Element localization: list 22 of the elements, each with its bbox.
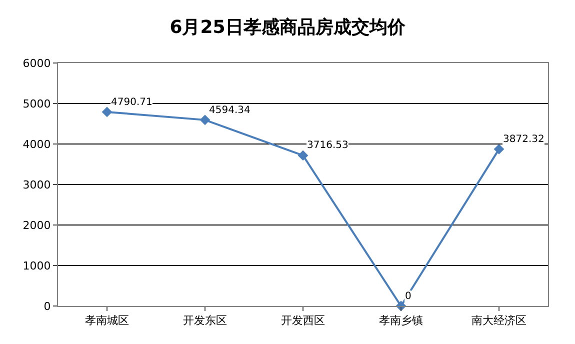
y-tick-label: 6000 xyxy=(22,56,51,70)
y-tick-label: 2000 xyxy=(22,218,51,232)
chart-title: 6月25日孝感商品房成交均价 xyxy=(170,17,406,38)
point xyxy=(200,114,210,126)
data-label: 3872.32 xyxy=(503,134,544,145)
x-tick-label: 开发西区 xyxy=(281,314,325,328)
y-tick-label: 4000 xyxy=(22,138,51,151)
point xyxy=(298,150,308,161)
y-tick-label: 0 xyxy=(44,300,51,313)
x-tick-label: 孝南乡镇 xyxy=(379,314,423,328)
data-label: 4594.34 xyxy=(209,105,250,116)
data-label: 3716.53 xyxy=(307,140,348,151)
x-tick-label: 孝南城区 xyxy=(85,314,129,328)
y-tick-label: 1000 xyxy=(22,259,51,272)
x-tick-label: 南大经济区 xyxy=(472,314,526,328)
data-label: 0 xyxy=(405,291,412,302)
point xyxy=(102,106,112,118)
data-label: 4790.71 xyxy=(111,97,152,108)
y-tick-label: 5000 xyxy=(22,97,51,110)
point xyxy=(494,144,504,154)
y-tick-label: 3000 xyxy=(22,178,51,192)
x-tick-label: 开发东区 xyxy=(183,314,227,328)
